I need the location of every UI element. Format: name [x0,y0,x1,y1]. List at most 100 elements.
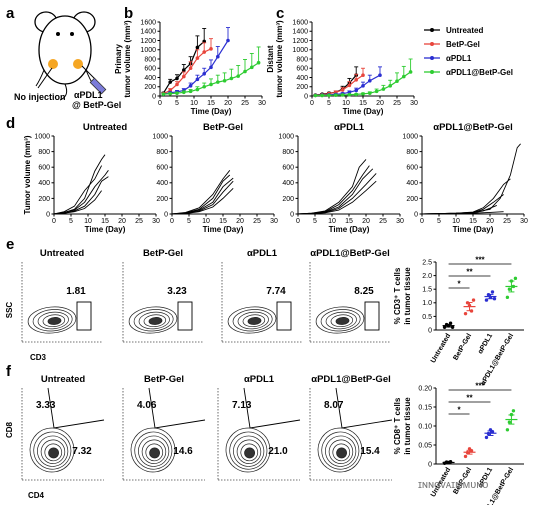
x-tick-label: 0 [170,218,174,225]
y-tick-label: 800 [406,149,418,156]
contour-line [32,309,73,332]
gate-value-cd8: 4.06 [137,400,157,411]
contour-line [47,317,62,325]
y-tick-label: 400 [156,180,168,187]
y-tick-label: 600 [144,66,156,73]
data-point [361,92,365,96]
series-line [421,178,511,215]
data-point [327,93,331,98]
data-point [450,325,455,329]
mouse-leg-left [35,69,45,87]
contour-line [233,435,265,467]
gate-value-cd8: 8.07 [324,400,344,411]
x-tick-label: 10 [328,218,336,225]
series-line [171,187,234,215]
injection-label-1: αPDL1 [74,90,103,100]
x-tick-label: 25 [379,218,387,225]
data-point [484,298,489,302]
contour-line [148,317,163,325]
x-tick-label: 15 [207,100,215,107]
y-tick-label: 400 [144,75,156,82]
data-point [195,45,200,50]
mouse-eye-right [70,32,74,36]
x-tick-label: 10 [452,218,460,225]
data-point [511,409,516,413]
data-point [354,88,359,93]
data-point [368,91,372,96]
chart-title: BetP-Gel [203,122,243,133]
contour-line [315,306,365,334]
y-tick-label: 200 [406,196,418,203]
chart-c-distant-tumor: 0 5 10 15 20 25 30 0 200 400 600 800 1000 1200 1400 160… [266,19,418,116]
flow-cytometry-f: Untreated 3.33 7.32 BetP-Gel 4.06 14.6 αPDL1 7.… [5,374,393,500]
y-tick-label: 0 [290,211,294,218]
series-line [53,170,109,215]
chart-d-apdl1-betp-gel: 0 5 10 15 20 25 30 0 200 400 600 800 1000 Time (Day) α… [402,122,528,234]
contour-line [37,435,69,467]
gate-value-cd8: 7.13 [232,400,252,411]
x-tick-label: 10 [190,100,198,107]
category-label: Untreated [430,333,452,365]
y-tick-label: 1000 [140,47,156,54]
y-axis-label: Primary [114,44,123,74]
chart-title: αPDL1@BetP-Gel [433,122,513,133]
x-axis-label: Time (Day) [329,225,370,234]
contour-line [244,447,256,459]
contour-line [42,314,66,328]
y-tick-label: 0.10 [418,423,432,430]
contour-line [332,443,351,462]
x-tick-label: 25 [503,218,511,225]
flow-e-xlabel: CD3 [30,353,47,362]
legend-label: αPDL1@BetP-Gel [446,68,513,77]
y-tick-label: 1400 [140,29,156,36]
panel-label-a: a [6,5,15,22]
contour-line [336,447,348,459]
data-point [378,73,382,77]
panel-label-d: d [6,115,15,132]
data-point [175,91,179,96]
gate-value: 8.25 [354,286,374,297]
data-point [195,77,200,82]
significance-label: ** [466,268,473,277]
y-tick-label: 800 [282,149,294,156]
data-point [243,69,247,74]
data-point [202,72,206,76]
y-tick-label: 200 [156,196,168,203]
contour-line [27,306,77,334]
series-line [163,40,229,95]
data-point [402,74,406,79]
x-tick-label: 30 [152,218,160,225]
x-tick-label: 15 [101,218,109,225]
y-tick-label: 0 [164,211,168,218]
contour-line [330,314,354,328]
series-line [421,211,504,215]
chart-b-primary-tumor: 0 5 10 15 20 25 30 0 200 400 600 800 1000 1200 1400 160… [114,19,266,116]
x-tick-label: 25 [241,100,249,107]
syringe-icon [81,65,107,95]
data-point [168,80,172,84]
x-tick-label: 5 [437,218,441,225]
flow-f-title: αPDL1 [244,374,275,385]
x-tick-label: 20 [362,218,370,225]
x-tick-label: 25 [393,100,401,107]
y-tick-label: 600 [156,165,168,172]
legend-marker [430,28,434,32]
data-point [354,78,359,82]
data-point [202,39,206,44]
panel-label-b: b [124,5,133,22]
contour-line [335,317,350,325]
data-point [490,290,495,294]
data-point [374,89,379,94]
series-line [171,177,234,215]
data-point [222,78,227,83]
legend-label: Untreated [446,26,483,35]
contour-line [40,439,66,464]
y-tick-label: 200 [38,196,50,203]
data-point [361,73,365,77]
flow-f-xlabel: CD4 [28,491,45,500]
quadrant-gate [335,387,393,429]
y-axis-label: % CD8⁺ T cells [393,397,402,454]
x-tick-label: 5 [313,218,317,225]
x-tick-label: 30 [520,218,528,225]
